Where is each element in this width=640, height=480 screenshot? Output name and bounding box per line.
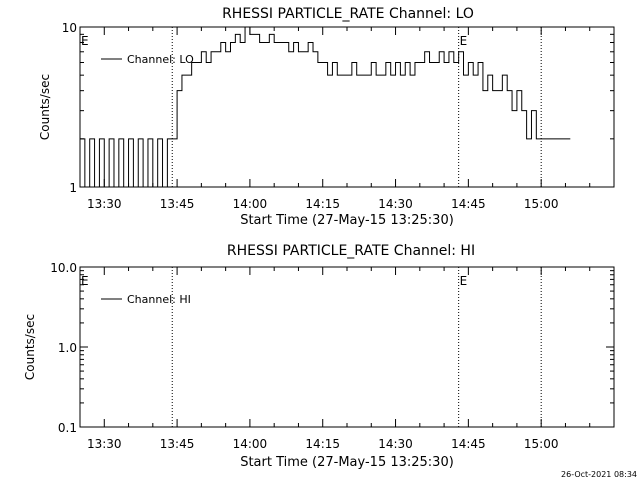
y-tick-label: 1.0 [58, 341, 77, 355]
x-tick-label: 14:30 [378, 197, 413, 211]
legend-label: Channel: HI [127, 293, 191, 306]
y-tick-label: 1 [69, 181, 77, 195]
event-marker: E [460, 34, 468, 48]
x-tick-label: 13:30 [87, 197, 122, 211]
event-marker: E [81, 274, 89, 288]
y-tick-label: 10 [62, 21, 77, 35]
y-axis-label: Counts/sec [38, 74, 52, 140]
plot-frame [79, 266, 615, 428]
x-tick-label: 14:45 [451, 437, 486, 451]
x-tick-label: 13:30 [87, 437, 122, 451]
panel-hi: RHESSI PARTICLE_RATE Channel: HI 0.1 1.0 1… [23, 243, 615, 470]
x-tick-label: 13:45 [160, 437, 195, 451]
chart-title: RHESSI PARTICLE_RATE Channel: LO [222, 6, 474, 22]
y-tick-label: 10.0 [50, 261, 77, 275]
chart-title: RHESSI PARTICLE_RATE Channel: HI [227, 243, 475, 259]
x-tick-label: 14:30 [378, 437, 413, 451]
series-line-channel-lo [80, 26, 571, 188]
event-marker: E [460, 274, 468, 288]
panel-lo: RHESSI PARTICLE_RATE Channel: LO 1 10 13:… [38, 6, 615, 228]
x-axis-label: Start Time (27-May-15 13:25:30) [240, 455, 454, 470]
timestamp-stamp: 26-Oct-2021 08:34 [561, 470, 637, 479]
x-tick-label: 14:00 [233, 437, 268, 451]
x-tick-label: 15:00 [524, 437, 559, 451]
y-axis-label: Counts/sec [23, 314, 37, 380]
legend-label: Channel: LO [127, 53, 194, 66]
x-tick-label: 14:15 [305, 197, 340, 211]
x-tick-label: 13:45 [160, 197, 195, 211]
x-tick-label: 15:00 [524, 197, 559, 211]
y-tick-label: 0.1 [58, 421, 77, 435]
x-tick-label: 14:00 [233, 197, 268, 211]
event-marker: E [81, 34, 89, 48]
x-axis-label: Start Time (27-May-15 13:25:30) [240, 213, 454, 228]
plot-frame [79, 26, 615, 188]
x-tick-label: 14:15 [305, 437, 340, 451]
x-tick-label: 14:45 [451, 197, 486, 211]
